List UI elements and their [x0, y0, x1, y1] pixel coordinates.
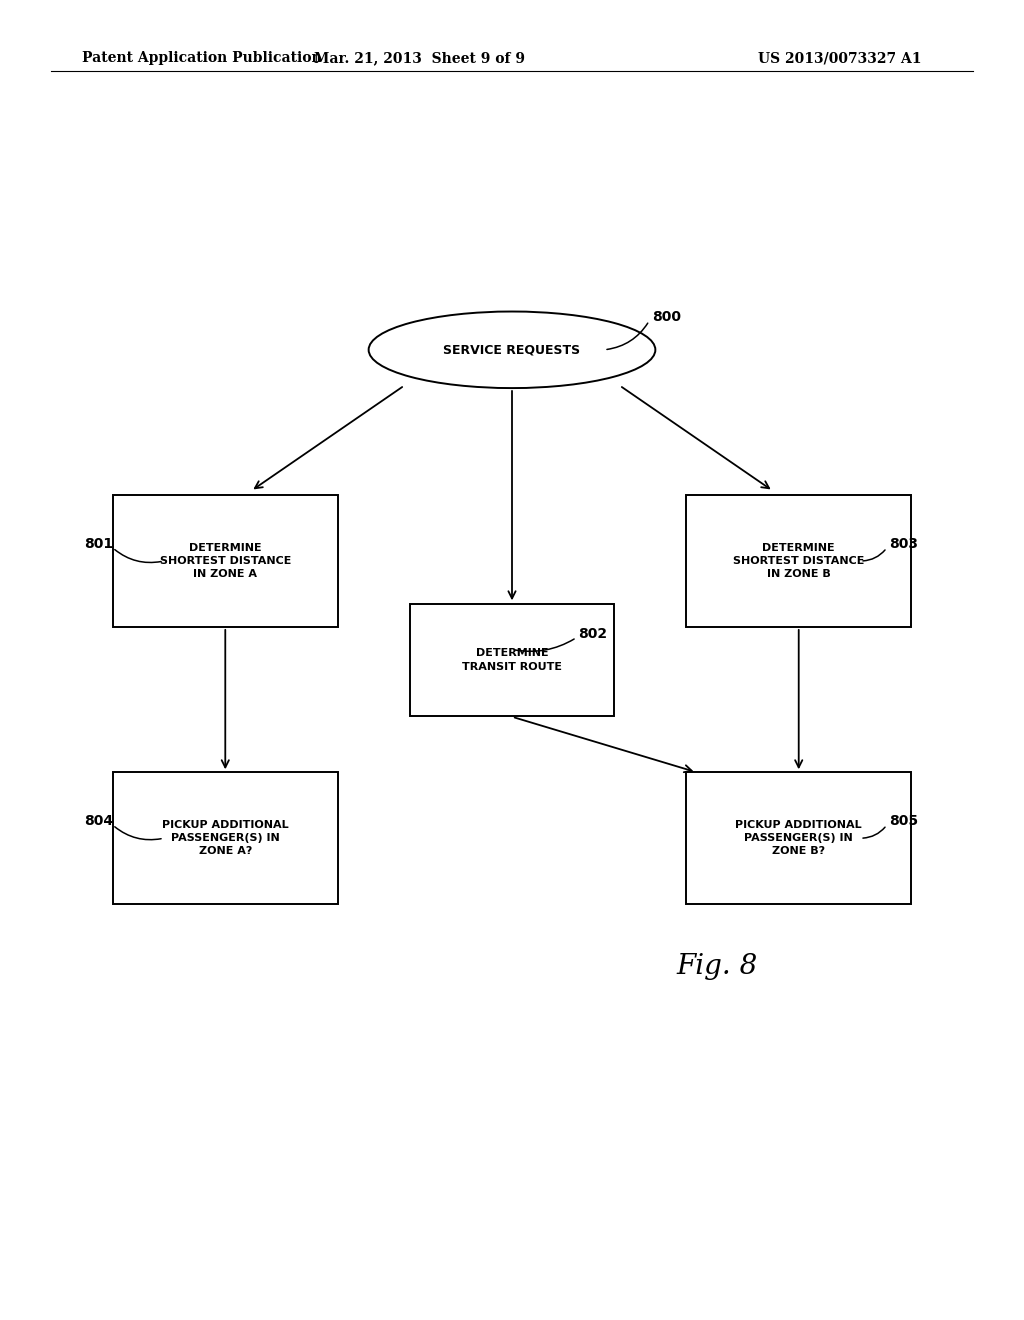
- Text: US 2013/0073327 A1: US 2013/0073327 A1: [758, 51, 922, 65]
- Text: 801: 801: [84, 537, 113, 550]
- Text: DETERMINE
TRANSIT ROUTE: DETERMINE TRANSIT ROUTE: [462, 648, 562, 672]
- Bar: [410, 605, 614, 715]
- Text: PICKUP ADDITIONAL
PASSENGER(S) IN
ZONE B?: PICKUP ADDITIONAL PASSENGER(S) IN ZONE B…: [735, 820, 862, 857]
- Text: 802: 802: [579, 627, 607, 640]
- Bar: [686, 495, 911, 627]
- Bar: [113, 495, 338, 627]
- Text: Fig. 8: Fig. 8: [676, 953, 758, 979]
- Text: PICKUP ADDITIONAL
PASSENGER(S) IN
ZONE A?: PICKUP ADDITIONAL PASSENGER(S) IN ZONE A…: [162, 820, 289, 857]
- Text: 804: 804: [84, 814, 113, 828]
- Text: 803: 803: [889, 537, 918, 550]
- Text: DETERMINE
SHORTEST DISTANCE
IN ZONE A: DETERMINE SHORTEST DISTANCE IN ZONE A: [160, 543, 291, 579]
- Text: SERVICE REQUESTS: SERVICE REQUESTS: [443, 343, 581, 356]
- Text: Patent Application Publication: Patent Application Publication: [82, 51, 322, 65]
- Text: Mar. 21, 2013  Sheet 9 of 9: Mar. 21, 2013 Sheet 9 of 9: [314, 51, 525, 65]
- Text: 805: 805: [889, 814, 918, 828]
- Text: DETERMINE
SHORTEST DISTANCE
IN ZONE B: DETERMINE SHORTEST DISTANCE IN ZONE B: [733, 543, 864, 579]
- Bar: [686, 772, 911, 904]
- Bar: [113, 772, 338, 904]
- Text: 800: 800: [652, 310, 681, 323]
